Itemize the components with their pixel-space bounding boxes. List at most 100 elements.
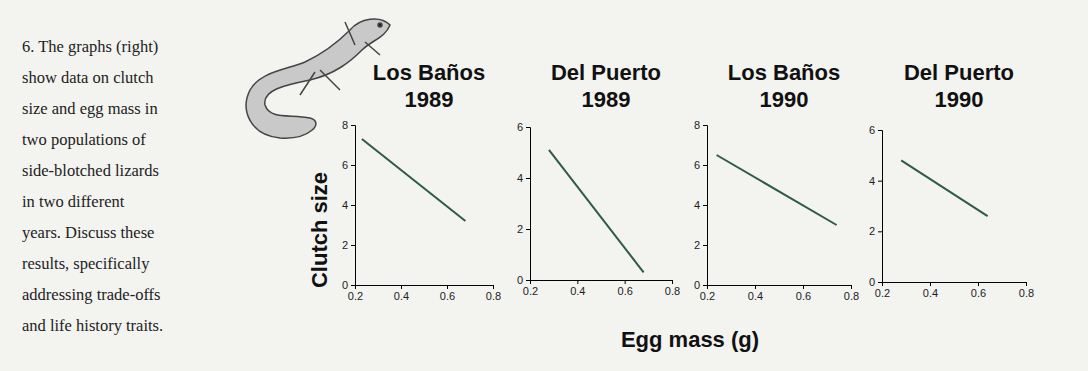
y-tick-mark: [526, 127, 530, 128]
y-tick: 0: [694, 279, 707, 291]
y-tick: 2: [517, 223, 530, 235]
question-line: size and egg mass in: [22, 99, 158, 118]
y-tick-mark: [703, 205, 707, 206]
y-tick-label: 4: [869, 175, 875, 187]
x-tick-label: 0.4: [923, 287, 938, 299]
y-tick: 4: [517, 172, 530, 184]
x-axis: 0.2 0.4 0.6 0.8: [700, 285, 859, 302]
x-tick-mark: [1026, 282, 1027, 286]
x-tick-label: 0.4: [570, 285, 585, 297]
y-tick-mark: [526, 178, 530, 179]
x-tick: 0.6: [796, 285, 811, 302]
y-tick-label: 2: [342, 239, 348, 251]
chart-title: Del Puerto1989: [551, 60, 661, 112]
chart-title: Los Baños1989: [373, 60, 485, 112]
y-tick-label: 0: [694, 279, 700, 291]
x-tick-label: 0.6: [971, 287, 986, 299]
chart-title-line: 1989: [405, 87, 454, 112]
y-tick-label: 2: [869, 225, 875, 237]
y-tick-mark: [878, 231, 882, 232]
chart-title-line: Del Puerto: [904, 60, 1014, 85]
y-tick-mark: [351, 165, 355, 166]
question-line: show data on clutch: [22, 68, 154, 87]
x-tick-mark: [447, 285, 448, 289]
question-line: and life history traits.: [22, 316, 163, 335]
x-tick: 0.6: [971, 282, 986, 299]
y-tick-label: 8: [694, 119, 700, 131]
x-axis-line: [708, 286, 852, 290]
y-axis-line: [703, 126, 708, 286]
x-tick-label: 0.2: [523, 285, 538, 297]
x-tick: 0.8: [844, 285, 859, 302]
x-tick: 0.4: [923, 282, 938, 299]
y-tick-label: 6: [869, 124, 875, 136]
question-line: side-blotched lizards: [22, 161, 159, 180]
x-axis-line: [531, 281, 673, 285]
y-tick-mark: [703, 285, 707, 286]
chart-title: Los Baños1990: [728, 60, 840, 112]
y-tick: 8: [342, 119, 355, 131]
x-tick-label: 0.6: [440, 290, 455, 302]
y-tick: 0: [869, 276, 882, 288]
x-tick-mark: [401, 285, 402, 289]
x-tick-mark: [672, 280, 673, 284]
question-line: in two different: [22, 192, 125, 211]
chart: Los Baños1989 0.2 0.4 0.6 0.8 0 2 4 6 8: [342, 60, 501, 302]
question-line: years. Discuss these: [22, 223, 154, 242]
y-tick-label: 0: [869, 276, 875, 288]
x-tick-mark: [851, 285, 852, 289]
question-line: addressing trade-offs: [22, 285, 161, 304]
y-tick-mark: [878, 130, 882, 131]
x-tick-mark: [625, 280, 626, 284]
x-tick-label: 0.6: [618, 285, 633, 297]
x-tick-label: 0.8: [1019, 287, 1034, 299]
y-tick: 6: [342, 159, 355, 171]
x-tick-mark: [493, 285, 494, 289]
chart: Del Puerto19900.20.40.60.80246: [869, 60, 1034, 299]
y-tick-label: 4: [517, 172, 523, 184]
x-tick-mark: [930, 282, 931, 286]
x-tick: 0.4: [570, 280, 585, 297]
y-tick: 6: [694, 159, 707, 171]
x-tick: 0.4: [748, 285, 763, 302]
y-tick-mark: [703, 245, 707, 246]
x-tick: 0.6: [618, 280, 633, 297]
x-tick-label: 0.6: [796, 290, 811, 302]
y-tick-label: 6: [342, 159, 348, 171]
x-tick-label: 0.4: [394, 290, 409, 302]
y-tick-label: 4: [342, 199, 348, 211]
lizard-body: [246, 19, 390, 138]
y-tick-label: 6: [694, 159, 700, 171]
lizard-drawing: [246, 19, 390, 138]
y-axis-line: [351, 126, 356, 286]
y-axis: 02468: [694, 119, 708, 291]
y-axis: 0 2 4 6: [869, 124, 883, 288]
line-series: [901, 160, 987, 216]
x-axis-line: [356, 286, 494, 290]
x-axis: 0.2 0.4 0.6 0.8: [348, 285, 501, 302]
page: 6. The graphs (right)show data on clutch…: [0, 0, 1088, 371]
line-series: [549, 150, 644, 272]
line-series: [717, 155, 837, 225]
lizard-eye: [378, 23, 382, 27]
y-axis: 0 2 4 6: [517, 121, 531, 286]
x-tick: 0.4: [394, 285, 409, 302]
chart-title-line: Los Baños: [373, 60, 485, 85]
y-tick: 6: [517, 121, 530, 133]
y-tick: 0: [517, 274, 530, 286]
x-tick: 0.2: [348, 285, 363, 302]
x-tick: 0.6: [440, 285, 455, 302]
x-tick: 0.2: [875, 282, 890, 299]
x-axis-line: [883, 283, 1027, 287]
y-tick-label: 0: [342, 279, 348, 291]
y-tick-mark: [351, 285, 355, 286]
y-tick: 4: [342, 199, 355, 211]
x-tick: 0.2: [700, 285, 715, 302]
y-tick-mark: [351, 245, 355, 246]
y-tick-label: 8: [342, 119, 348, 131]
y-tick-mark: [351, 205, 355, 206]
y-tick-label: 2: [694, 239, 700, 251]
x-tick: 0.8: [486, 285, 501, 302]
x-tick-mark: [755, 285, 756, 289]
x-axis: 0.20.40.60.8: [523, 280, 680, 297]
